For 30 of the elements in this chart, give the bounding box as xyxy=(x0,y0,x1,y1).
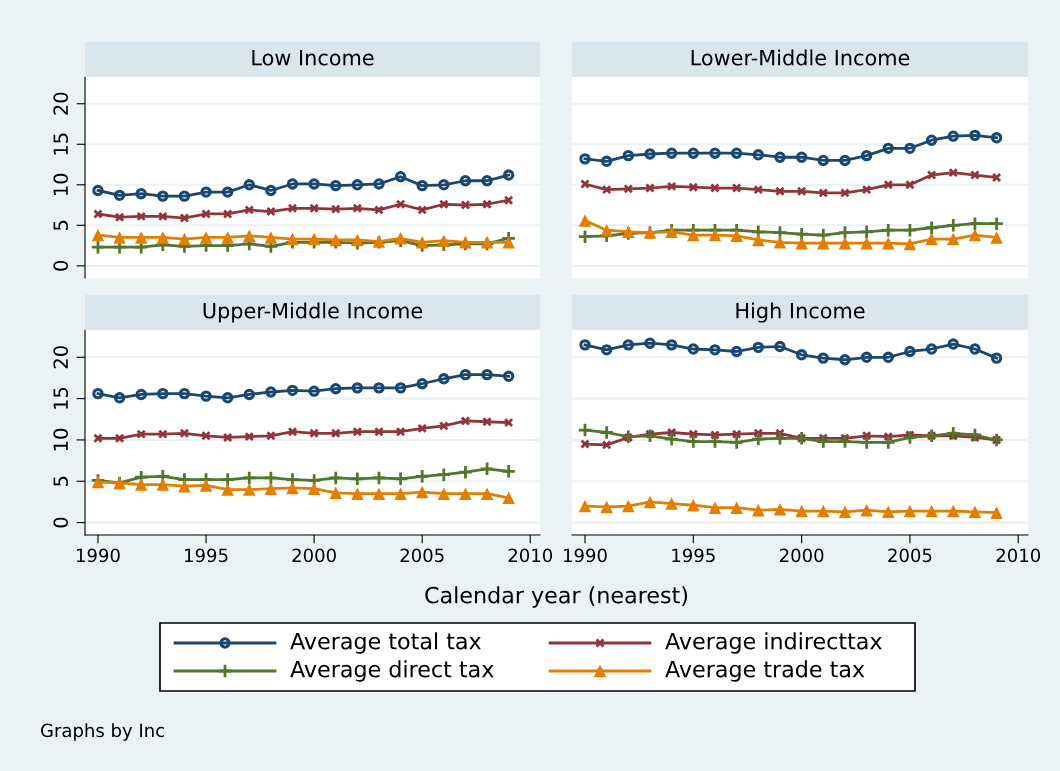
chart-title: High Income xyxy=(736,302,865,323)
chart-title: Upper-Middle Income xyxy=(203,302,423,323)
y-tick-label: 10 xyxy=(53,428,69,451)
chart-title: Low Income xyxy=(252,50,374,66)
y-tick-label: 20 xyxy=(53,346,69,369)
y-tick-label: 20 xyxy=(53,92,69,115)
text: Graphs by Inc xyxy=(41,723,164,741)
x-axis-title: Calendar year (nearest) xyxy=(425,586,688,608)
y-tick-label: 0 xyxy=(53,517,69,528)
legend-label: Average indirecttax xyxy=(665,632,882,654)
y-tick-label: 5 xyxy=(53,220,69,230)
y-tick-label: 15 xyxy=(53,133,69,155)
x-tick-label: 2000 xyxy=(292,548,336,563)
x-tick-label: 2010 xyxy=(996,548,1041,563)
x-tick-label: 1995 xyxy=(672,548,715,563)
y-tick-label: 10 xyxy=(53,173,69,196)
x-tick-label: 1990 xyxy=(76,548,120,563)
x-tick-label: 2010 xyxy=(508,548,553,563)
x-tick-label: 1995 xyxy=(185,548,228,563)
x-tick-label: 2000 xyxy=(779,548,824,563)
chart-title: Lower-Middle Income xyxy=(691,49,910,66)
legend-label: Average trade tax xyxy=(665,660,865,682)
legend-label: Average direct tax xyxy=(290,660,494,682)
x-tick-label: 1990 xyxy=(564,548,607,563)
y-tick-label: 0 xyxy=(53,260,69,271)
x-tick-label: 2005 xyxy=(888,548,932,563)
x-tick-label: 2005 xyxy=(400,548,444,563)
y-tick-label: 15 xyxy=(53,387,69,409)
y-tick-label: 5 xyxy=(53,476,69,486)
legend-label: Average total tax xyxy=(290,632,481,654)
